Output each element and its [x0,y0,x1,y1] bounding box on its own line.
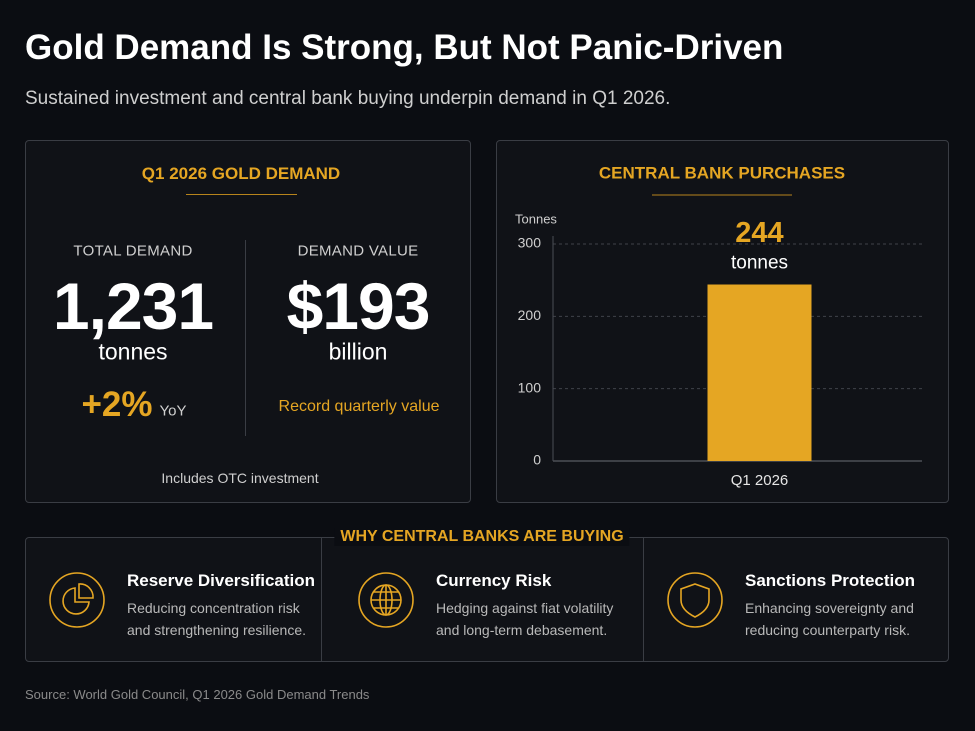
metric-unit: tonnes [98,338,168,365]
reason-text: and long-term debasement. [436,622,608,638]
value-unit: tonnes [731,253,788,274]
value-label: 244 [735,217,783,249]
demand-card [25,140,471,503]
reason-text: and strengthening resilience. [127,622,307,638]
y-tick-label: 300 [518,235,542,251]
metric-unit: billion [328,338,388,365]
chart: CENTRAL BANK PURCHASES Tonnes 0 100 200 300… [515,163,922,489]
panel-title: WHY CENTRAL BANKS ARE BUYING [334,528,630,546]
divider [321,537,322,662]
reason-text: Reducing concentration risk [127,600,300,616]
reason-title: Reserve Diversification [127,571,316,590]
chart-title: CENTRAL BANK PURCHASES [599,163,845,182]
reason-title: Sanctions Protection [745,571,916,590]
x-tick-label: Q1 2026 [731,472,789,489]
divider [643,537,644,662]
bar [707,284,812,461]
footnote: Includes OTC investment [161,470,319,486]
reasons-panel [25,537,949,662]
metric-label: TOTAL DEMAND [73,242,193,260]
card-title: Q1 2026 GOLD DEMAND [141,164,341,183]
reason-text: Hedging against fiat volatility [436,600,614,616]
metric-change: +2% [81,385,153,424]
y-axis-label: Tonnes [515,211,557,226]
metric-value: $193 [286,269,431,343]
change-note: YoY [159,402,187,420]
title-underline [186,194,297,195]
y-tick-label: 200 [518,307,542,323]
metric-note: Record quarterly value [278,398,440,415]
source: Source: World Gold Council, Q1 2026 Gold… [25,687,370,702]
page-subtitle: Sustained investment and central bank bu… [25,88,671,109]
y-tick-label: 0 [533,452,541,468]
reason-text: Enhancing sovereignty and [745,600,914,616]
reason-text: reducing counterparty risk. [745,622,910,638]
y-tick-label: 100 [518,379,542,395]
metric-label: DEMAND VALUE [297,242,419,260]
reason-title: Currency Risk [436,571,552,590]
page-title: Gold Demand Is Strong, But Not Panic-Dri… [25,28,784,67]
divider [245,240,246,436]
metric-value: 1,231 [52,269,214,343]
